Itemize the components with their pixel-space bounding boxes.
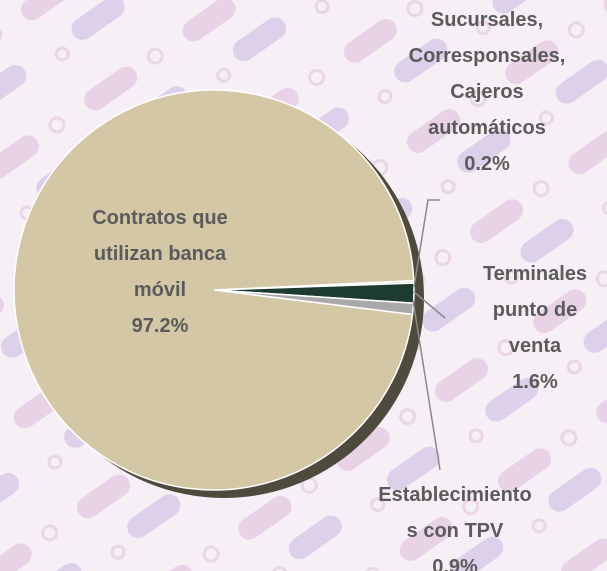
leader-line	[413, 199, 440, 288]
category-label: Contratos que utilizan banca móvil	[92, 207, 228, 301]
leader-line	[412, 299, 441, 471]
value-label: 1.6%	[512, 371, 558, 393]
slice-label: Establecimiento s con TPV 0.9%	[378, 477, 531, 571]
pie-slice	[13, 89, 415, 491]
slice-label: Sucursales, Corresponsales, Cajeros auto…	[409, 2, 566, 182]
category-label: Terminales punto de venta	[482, 263, 588, 357]
value-label: 0.2%	[464, 153, 510, 175]
slice-label: Terminales punto de venta 1.6%	[483, 256, 587, 400]
value-label: 97.2%	[131, 315, 189, 337]
category-label: Sucursales, Corresponsales, Cajeros auto…	[408, 9, 566, 139]
leader-line	[413, 291, 446, 319]
value-label: 0.9%	[432, 556, 478, 571]
slice-label: Contratos que utilizan banca móvil 97.2%	[92, 200, 228, 344]
category-label: Establecimiento s con TPV	[378, 484, 532, 542]
